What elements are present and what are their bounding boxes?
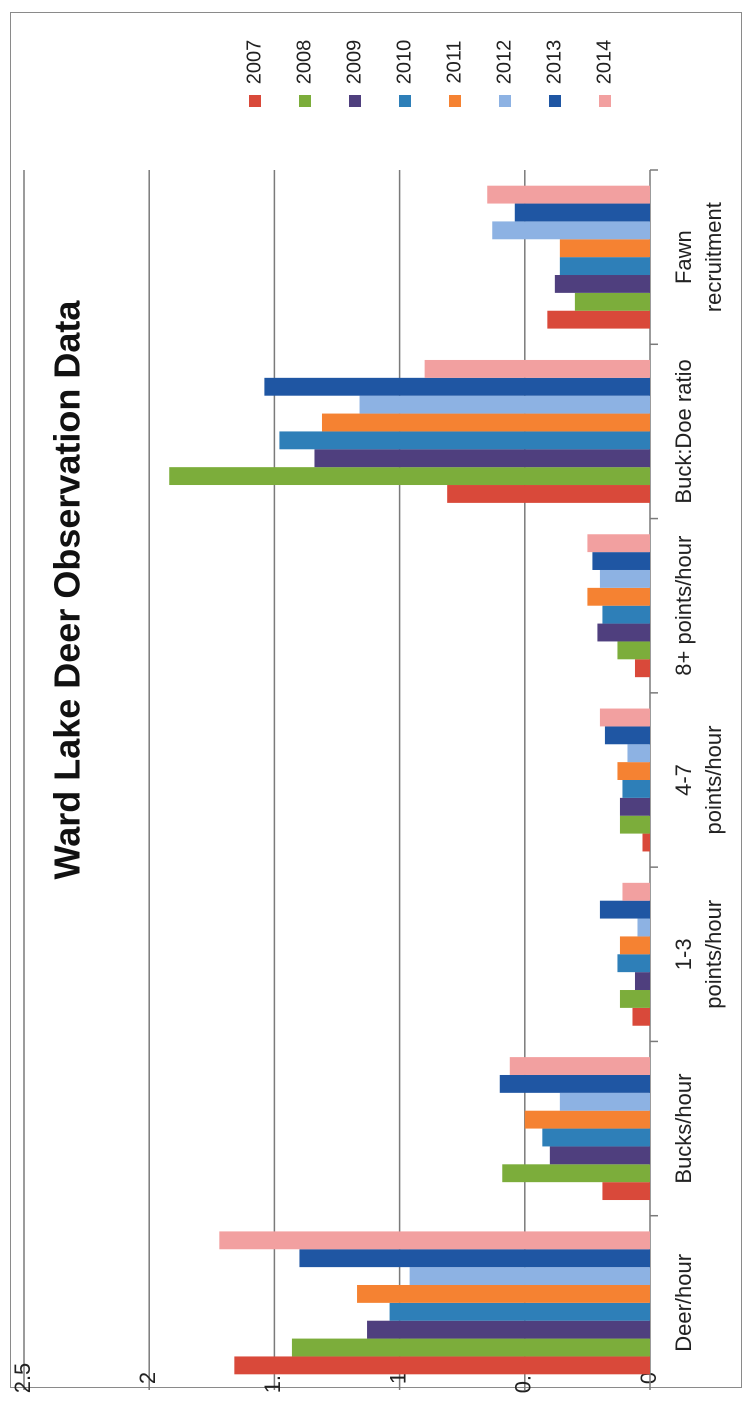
bar-2010-5 [279,431,650,450]
value-tick-label: 0 [636,1372,661,1384]
legend-swatch-2012 [499,95,511,107]
category-label: Fawn [671,230,696,284]
bar-2013-1 [499,1074,650,1093]
gridlines [23,170,526,1390]
legend-label-2008: 2008 [293,40,315,85]
bar-2014-1 [509,1057,650,1075]
bar-2012-6 [492,221,650,240]
bar-2014-4 [587,534,650,553]
bar-2007-4 [634,659,650,678]
legend-label-2011: 2011 [443,40,465,83]
category-label: points/hour [701,900,726,1009]
legend-swatch-2008 [299,95,311,107]
legend-swatch-2009 [349,95,361,107]
value-tick-label: 1 [385,1372,410,1384]
bar-2010-2 [617,954,650,973]
category-label: 8+ points/hour [671,536,696,676]
legend-swatch-2007 [249,95,261,107]
bar-2008-0 [291,1338,650,1357]
bar-2009-1 [549,1146,650,1165]
legend-swatch-2013 [549,95,561,107]
bar-2013-2 [599,900,650,919]
bar-2007-5 [447,485,650,503]
bar-2013-4 [592,552,650,570]
bar-2008-1 [502,1164,650,1183]
bar-2012-1 [559,1092,650,1111]
legend-label-2014: 2014 [593,40,615,85]
bar-2014-5 [424,359,650,378]
bar-2007-6 [547,310,650,329]
legend-label-2012: 2012 [493,40,515,85]
bar-2009-4 [597,623,650,642]
bar-2012-3 [627,744,650,763]
bar-2008-6 [574,292,650,311]
bar-2011-2 [619,936,650,955]
value-tick-label: 2 [135,1372,160,1384]
bar-2011-1 [524,1110,650,1129]
bar-2012-0 [409,1267,650,1285]
bar-2014-2 [622,882,650,901]
bar-2013-5 [264,377,650,396]
bar-2011-0 [357,1284,650,1303]
chart-title: Ward Lake Deer Observation Data [47,300,88,880]
bar-2009-6 [554,275,650,293]
bar-2008-3 [619,815,650,834]
bar-2011-3 [617,762,650,780]
category-label: 4-7 [671,764,696,796]
legend-label-2010: 2010 [393,40,415,85]
legend-label-2007: 2007 [243,40,265,85]
legend-swatch-2010 [399,95,411,107]
bar-2010-3 [622,780,650,798]
bar-2012-2 [637,918,650,937]
bar-2010-4 [602,605,650,624]
bar-2011-5 [321,413,650,432]
value-tick-label: 2.5 [10,1363,35,1394]
bar-2014-6 [487,185,650,204]
bar-2007-0 [234,1356,650,1375]
category-label: 1-3 [671,938,696,970]
legend-swatch-2014 [599,95,611,107]
bar-2013-3 [604,726,650,745]
bar-2008-2 [619,990,650,1008]
bar-2010-1 [542,1128,650,1147]
bar-2010-6 [559,257,650,276]
bar-2013-6 [514,203,650,222]
bar-2010-0 [389,1302,650,1321]
bar-2009-5 [314,449,650,468]
bar-2013-0 [299,1249,650,1268]
category-label: points/hour [701,726,726,835]
bar-2008-4 [617,641,650,660]
bar-2009-0 [367,1320,650,1339]
bar-2012-4 [599,569,650,588]
chart-frame [10,12,742,1388]
bar-2007-3 [642,833,650,852]
category-label: Bucks/hour [671,1074,696,1184]
bar-2009-3 [619,797,650,816]
legend-label-2009: 2009 [343,40,365,85]
bar-2007-1 [602,1182,650,1201]
bar-2008-5 [169,467,650,486]
bar-2014-0 [219,1231,650,1250]
legend: 2007 2008 2009 2010 2011 2012 2013 2014 [243,40,615,107]
bar-2007-2 [632,1007,650,1026]
bar-2009-2 [634,972,650,991]
category-label: recruitment [701,202,726,312]
bar-2012-5 [359,395,650,414]
legend-swatch-2011 [449,95,461,107]
bar-2011-4 [587,587,650,606]
category-label: Deer/hour [671,1254,696,1352]
bar-2014-3 [599,708,650,727]
bars [169,185,650,1375]
legend-label-2013: 2013 [543,40,565,85]
bar-2011-6 [559,239,650,258]
category-label: Buck:Doe ratio [671,359,696,503]
